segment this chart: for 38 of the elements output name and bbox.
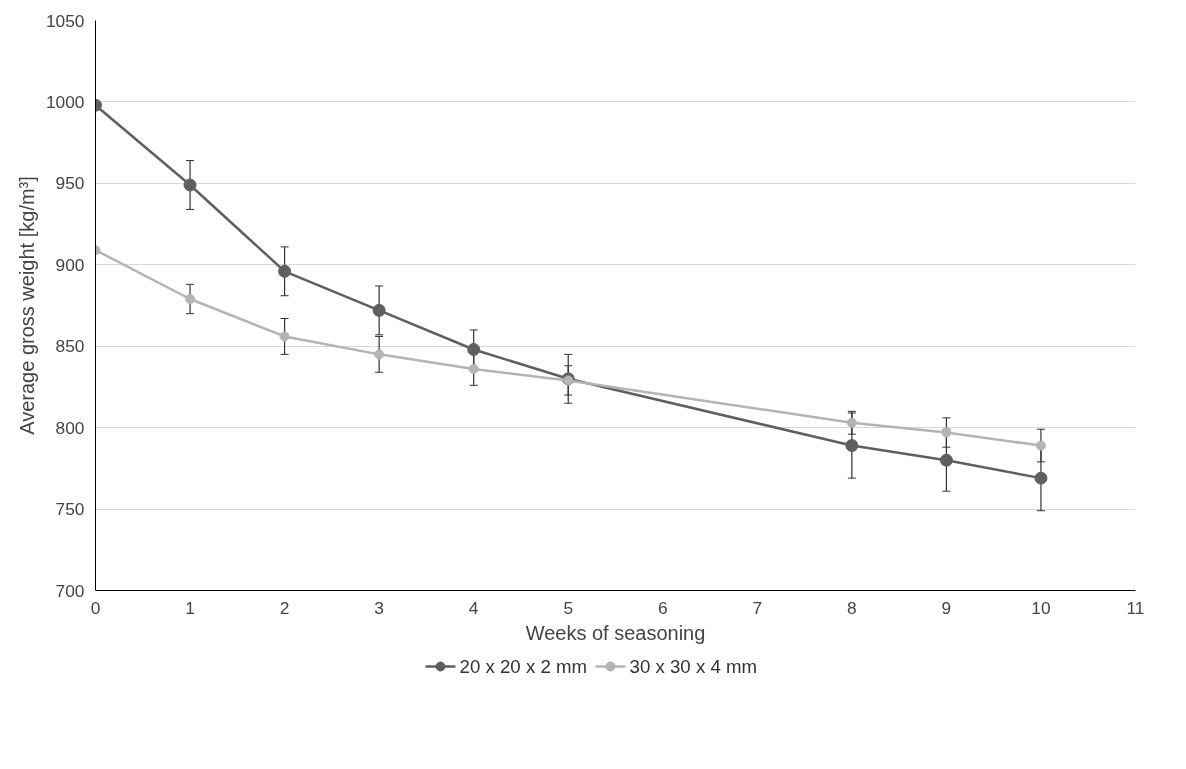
x-tick-label: 11 <box>1126 597 1145 618</box>
x-tick-label: 8 <box>847 597 857 618</box>
y-tick-label: 800 <box>55 417 85 438</box>
point <box>185 293 196 304</box>
y-tick-label: 850 <box>55 336 85 357</box>
point <box>278 264 292 278</box>
x-tick-label: 10 <box>1031 597 1051 618</box>
point <box>941 427 952 438</box>
legend-label: 20 x 20 x 2 mm <box>459 656 588 677</box>
point <box>279 331 290 342</box>
x-tick-label: 0 <box>90 597 101 618</box>
x-tick-label: 4 <box>468 597 479 618</box>
x-tick-label: 1 <box>185 597 195 618</box>
y-tick-label: 950 <box>55 173 85 194</box>
point <box>372 303 386 317</box>
point <box>374 349 385 360</box>
x-tick-label: 6 <box>657 597 668 618</box>
legend-label: 30 x 30 x 4 mm <box>629 656 758 677</box>
x-tick-label: 5 <box>563 597 574 618</box>
point <box>183 178 197 192</box>
point <box>1034 471 1048 485</box>
y-tick-label: 700 <box>55 580 85 601</box>
x-tick-label: 2 <box>279 597 290 618</box>
x-tick-label: 3 <box>374 597 384 618</box>
point <box>846 417 857 428</box>
point <box>468 364 479 375</box>
point <box>1035 440 1046 451</box>
x-tick-label: 9 <box>941 597 952 618</box>
y-tick-label: 750 <box>55 499 85 520</box>
x-tick-label: 7 <box>752 597 763 618</box>
y-tick-label: 1000 <box>45 91 85 112</box>
y-tick-label: 900 <box>55 254 85 275</box>
point <box>939 453 953 467</box>
point <box>845 439 859 453</box>
y-axis-title: Average gross weight [kg/m³] <box>15 176 38 435</box>
x-axis-title: Weeks of seasoning <box>525 621 706 644</box>
point <box>467 342 481 356</box>
y-tick-label: 1050 <box>45 10 85 31</box>
